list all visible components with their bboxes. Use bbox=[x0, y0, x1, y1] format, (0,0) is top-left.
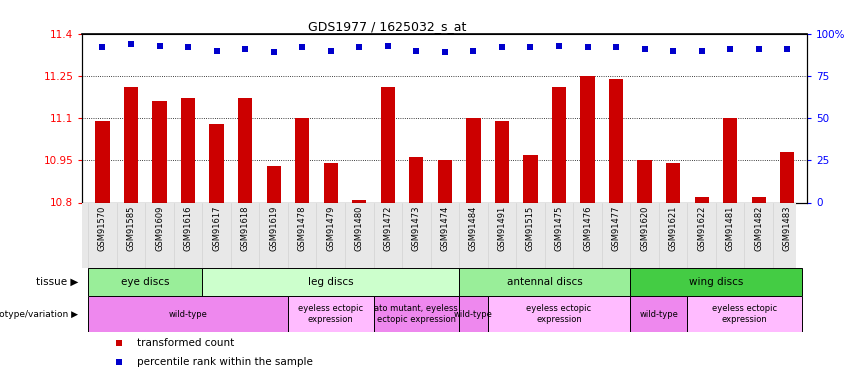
Bar bbox=[295, 118, 309, 202]
Text: genotype/variation ▶: genotype/variation ▶ bbox=[0, 310, 78, 319]
Bar bbox=[552, 87, 566, 202]
Text: wild-type: wild-type bbox=[454, 310, 493, 318]
Bar bbox=[694, 197, 709, 202]
Bar bbox=[666, 163, 681, 202]
Bar bbox=[352, 200, 366, 202]
Text: eyeless ectopic
expression: eyeless ectopic expression bbox=[712, 304, 777, 324]
Bar bbox=[723, 118, 737, 202]
Bar bbox=[780, 152, 794, 202]
Text: GSM91620: GSM91620 bbox=[640, 206, 649, 251]
Bar bbox=[95, 121, 109, 202]
Bar bbox=[381, 87, 395, 202]
Text: eyeless ectopic
expression: eyeless ectopic expression bbox=[298, 304, 364, 324]
Bar bbox=[373, 296, 459, 332]
Text: GSM91616: GSM91616 bbox=[183, 206, 193, 251]
Bar bbox=[630, 296, 687, 332]
Text: GSM91472: GSM91472 bbox=[384, 206, 392, 251]
Bar bbox=[466, 118, 481, 202]
Text: GSM91570: GSM91570 bbox=[98, 206, 107, 251]
Bar bbox=[495, 121, 509, 202]
Bar bbox=[630, 268, 801, 296]
Text: GSM91609: GSM91609 bbox=[155, 206, 164, 251]
Bar bbox=[153, 101, 167, 202]
Bar bbox=[181, 99, 195, 202]
Text: GSM91622: GSM91622 bbox=[697, 206, 707, 251]
Text: wing discs: wing discs bbox=[688, 277, 743, 287]
Bar bbox=[459, 268, 630, 296]
Text: GSM91621: GSM91621 bbox=[668, 206, 678, 251]
Bar bbox=[581, 76, 595, 202]
Text: transformed count: transformed count bbox=[137, 338, 234, 348]
Title: GDS1977 / 1625032_s_at: GDS1977 / 1625032_s_at bbox=[307, 20, 466, 33]
Bar bbox=[523, 154, 537, 203]
Text: GSM91480: GSM91480 bbox=[355, 206, 364, 251]
Bar bbox=[687, 296, 801, 332]
Text: GSM91477: GSM91477 bbox=[612, 206, 621, 251]
Text: wild-type: wild-type bbox=[168, 310, 207, 318]
Bar bbox=[89, 296, 288, 332]
Text: GSM91619: GSM91619 bbox=[269, 206, 278, 251]
Text: leg discs: leg discs bbox=[308, 277, 353, 287]
Bar bbox=[324, 163, 338, 202]
Text: GSM91618: GSM91618 bbox=[240, 206, 250, 251]
Bar bbox=[209, 124, 224, 202]
Text: percentile rank within the sample: percentile rank within the sample bbox=[137, 357, 312, 367]
Bar bbox=[488, 296, 630, 332]
Text: GSM91491: GSM91491 bbox=[497, 206, 506, 251]
Text: GSM91484: GSM91484 bbox=[469, 206, 478, 251]
Text: wild-type: wild-type bbox=[640, 310, 678, 318]
Bar bbox=[637, 160, 652, 202]
Text: ato mutant, eyeless
ectopic expression: ato mutant, eyeless ectopic expression bbox=[374, 304, 458, 324]
Text: GSM91617: GSM91617 bbox=[212, 206, 221, 251]
Bar bbox=[409, 158, 424, 203]
Text: GSM91475: GSM91475 bbox=[555, 206, 563, 251]
Text: eye discs: eye discs bbox=[121, 277, 169, 287]
Text: GSM91478: GSM91478 bbox=[298, 206, 306, 251]
Text: GSM91473: GSM91473 bbox=[411, 206, 421, 251]
Text: antennal discs: antennal discs bbox=[507, 277, 582, 287]
Bar bbox=[437, 160, 452, 202]
Text: GSM91585: GSM91585 bbox=[127, 206, 135, 251]
Bar bbox=[266, 166, 280, 202]
Bar bbox=[202, 268, 459, 296]
Text: GSM91476: GSM91476 bbox=[583, 206, 592, 251]
Bar bbox=[238, 99, 253, 202]
Bar bbox=[609, 79, 623, 203]
Bar bbox=[459, 296, 488, 332]
Bar bbox=[124, 87, 138, 202]
Bar bbox=[89, 268, 202, 296]
Bar bbox=[752, 197, 766, 202]
Text: GSM91483: GSM91483 bbox=[783, 206, 792, 251]
Text: GSM91481: GSM91481 bbox=[726, 206, 734, 251]
Text: eyeless ectopic
expression: eyeless ectopic expression bbox=[526, 304, 592, 324]
Text: GSM91482: GSM91482 bbox=[754, 206, 763, 251]
Text: tissue ▶: tissue ▶ bbox=[36, 277, 78, 287]
Text: GSM91515: GSM91515 bbox=[526, 206, 535, 251]
Text: GSM91474: GSM91474 bbox=[440, 206, 450, 251]
Bar bbox=[288, 296, 373, 332]
Text: GSM91479: GSM91479 bbox=[326, 206, 335, 251]
